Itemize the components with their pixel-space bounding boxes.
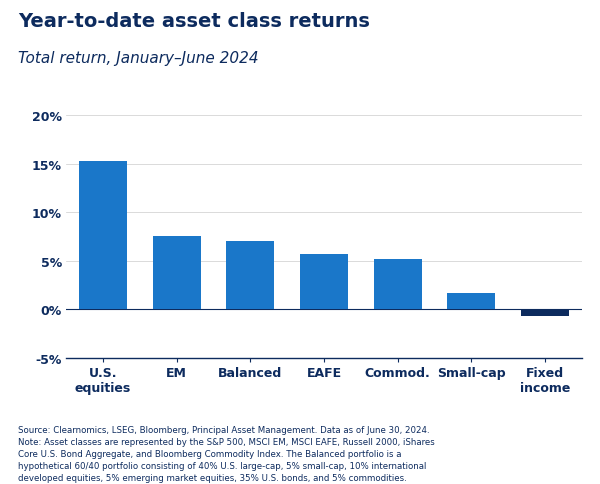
- Bar: [448, 293, 496, 310]
- Bar: [152, 236, 200, 310]
- Bar: [300, 255, 348, 310]
- Text: Year-to-date asset class returns: Year-to-date asset class returns: [18, 12, 370, 31]
- Text: Source: Clearnomics, LSEG, Bloomberg, Principal Asset Management. Data as of Jun: Source: Clearnomics, LSEG, Bloomberg, Pr…: [18, 425, 435, 482]
- Bar: [374, 259, 422, 310]
- Text: Total return, January–June 2024: Total return, January–June 2024: [18, 51, 259, 66]
- Bar: [226, 241, 274, 310]
- Bar: [521, 310, 569, 317]
- Bar: [79, 162, 127, 310]
